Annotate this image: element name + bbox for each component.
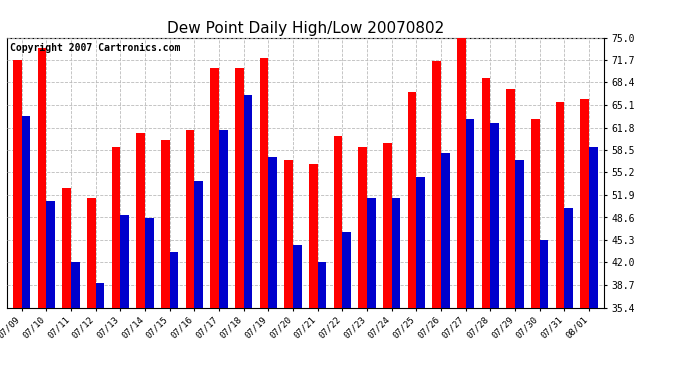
Bar — [564, 208, 573, 375]
Bar — [515, 160, 524, 375]
Bar — [62, 188, 71, 375]
Bar — [342, 232, 351, 375]
Bar — [580, 99, 589, 375]
Bar — [38, 48, 46, 375]
Bar — [441, 153, 450, 375]
Bar — [170, 252, 178, 375]
Bar — [137, 133, 145, 375]
Bar — [491, 123, 499, 375]
Bar — [589, 147, 598, 375]
Bar — [96, 283, 104, 375]
Bar — [259, 58, 268, 375]
Bar — [317, 262, 326, 375]
Bar — [235, 68, 244, 375]
Bar — [161, 140, 170, 375]
Bar — [334, 136, 342, 375]
Bar — [210, 68, 219, 375]
Bar — [383, 143, 392, 375]
Bar — [466, 119, 474, 375]
Bar — [358, 147, 367, 375]
Bar — [531, 119, 540, 375]
Bar — [540, 240, 549, 375]
Bar — [457, 31, 466, 375]
Bar — [21, 116, 30, 375]
Bar — [186, 129, 195, 375]
Bar — [284, 160, 293, 375]
Bar — [71, 262, 79, 375]
Bar — [293, 246, 302, 375]
Bar — [46, 201, 55, 375]
Bar — [482, 78, 491, 375]
Bar — [112, 147, 120, 375]
Title: Dew Point Daily High/Low 20070802: Dew Point Daily High/Low 20070802 — [167, 21, 444, 36]
Bar — [433, 62, 441, 375]
Bar — [506, 88, 515, 375]
Bar — [120, 215, 129, 375]
Text: Copyright 2007 Cartronics.com: Copyright 2007 Cartronics.com — [10, 43, 180, 53]
Bar — [219, 129, 228, 375]
Bar — [13, 60, 21, 375]
Bar — [408, 92, 416, 375]
Bar — [268, 157, 277, 375]
Bar — [87, 198, 96, 375]
Bar — [309, 164, 317, 375]
Bar — [145, 218, 154, 375]
Bar — [367, 198, 375, 375]
Bar — [555, 102, 564, 375]
Bar — [195, 181, 203, 375]
Bar — [244, 96, 253, 375]
Bar — [392, 198, 400, 375]
Bar — [416, 177, 425, 375]
